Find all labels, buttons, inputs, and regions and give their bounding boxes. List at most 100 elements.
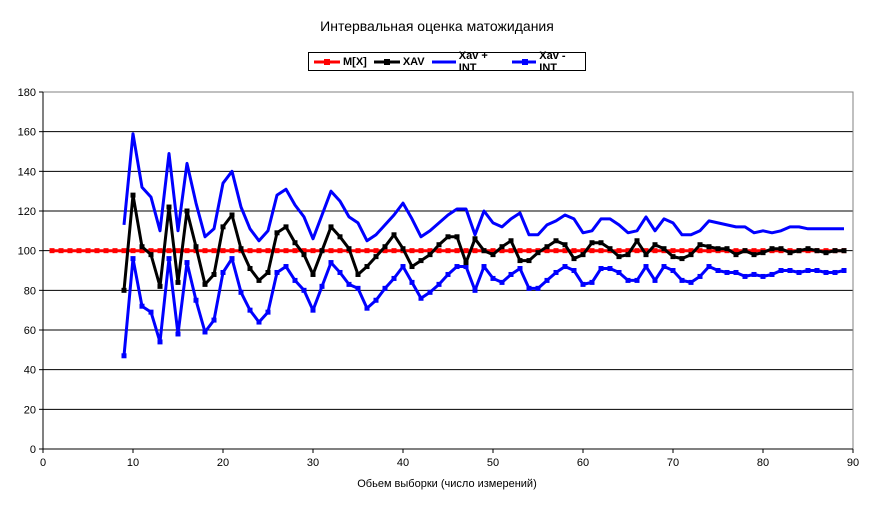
point-xav-int-80 xyxy=(760,273,766,279)
point-m-x-72 xyxy=(688,248,694,254)
legend-item-xav: XAV xyxy=(373,56,425,68)
point-xav-int-14 xyxy=(166,256,172,262)
point-xav-25 xyxy=(265,269,271,275)
point-m-x-5 xyxy=(85,248,91,254)
point-m-x-42 xyxy=(418,248,424,254)
point-xav-int-57 xyxy=(553,269,559,275)
x-tick-label-30: 30 xyxy=(307,457,319,469)
point-m-x-15 xyxy=(175,248,181,254)
point-xav-17 xyxy=(193,244,199,250)
point-xav-int-36 xyxy=(364,305,370,311)
legend-swatch-mx xyxy=(314,58,340,65)
point-xav-86 xyxy=(814,248,820,254)
point-xav-int-77 xyxy=(733,269,739,275)
point-xav-43 xyxy=(427,252,433,258)
point-xav-22 xyxy=(238,246,244,252)
point-xav-int-26 xyxy=(274,269,280,275)
point-xav-88 xyxy=(832,248,838,254)
point-xav-int-12 xyxy=(148,309,154,315)
point-xav-int-13 xyxy=(157,339,163,345)
point-xav-int-70 xyxy=(670,268,676,273)
point-xav-63 xyxy=(607,246,613,252)
point-m-x-50 xyxy=(490,248,496,254)
point-xav-int-71 xyxy=(679,277,685,283)
point-m-x-53 xyxy=(517,248,523,254)
point-xav-int-59 xyxy=(571,268,577,273)
point-xav-int-51 xyxy=(499,279,505,285)
point-m-x-9 xyxy=(121,248,127,254)
point-xav-int-79 xyxy=(751,271,757,277)
point-m-x-24 xyxy=(256,248,262,254)
point-m-x-61 xyxy=(589,248,595,254)
point-xav-13 xyxy=(157,283,163,289)
point-m-x-79 xyxy=(751,248,757,254)
point-xav-int-43 xyxy=(427,289,433,295)
point-xav-36 xyxy=(364,264,370,270)
point-m-x-45 xyxy=(445,248,451,254)
point-xav-84 xyxy=(796,248,802,254)
point-xav-65 xyxy=(625,252,631,258)
point-m-x-2 xyxy=(58,248,64,254)
point-m-x-71 xyxy=(679,248,685,254)
point-xav-int-89 xyxy=(841,268,847,273)
chart-title: Интервальная оценка матожидания xyxy=(320,18,554,34)
point-xav-74 xyxy=(706,244,712,250)
point-xav-82 xyxy=(778,246,784,252)
point-xav-77 xyxy=(733,252,739,258)
point-xav-46 xyxy=(454,234,460,240)
point-m-x-64 xyxy=(616,248,622,254)
point-xav-23 xyxy=(247,266,253,272)
point-xav-int-61 xyxy=(589,279,595,285)
point-xav-19 xyxy=(211,271,217,277)
point-xav-int-83 xyxy=(787,268,793,273)
point-m-x-32 xyxy=(328,248,334,254)
point-m-x-44 xyxy=(436,248,442,254)
point-xav-int-54 xyxy=(526,285,532,291)
point-m-x-67 xyxy=(643,248,649,254)
point-m-x-48 xyxy=(472,248,478,254)
point-xav-int-81 xyxy=(769,271,775,277)
point-xav-85 xyxy=(805,246,811,252)
point-xav-27 xyxy=(283,224,289,230)
point-m-x-7 xyxy=(103,248,109,254)
point-xav-31 xyxy=(319,248,325,254)
point-xav-int-17 xyxy=(193,297,199,303)
point-xav-71 xyxy=(679,256,685,262)
x-tick-label-40: 40 xyxy=(397,457,409,469)
point-xav-int-50 xyxy=(490,275,496,281)
y-tick-label-100: 100 xyxy=(18,246,36,258)
point-xav-49 xyxy=(481,248,487,254)
point-xav-int-33 xyxy=(337,269,343,275)
point-xav-int-65 xyxy=(625,277,631,283)
y-tick-label-160: 160 xyxy=(18,127,36,139)
series-line-xav xyxy=(122,193,844,291)
legend-label-xav-minus-int: Xav - INT xyxy=(539,49,566,74)
x-tick-label-0: 0 xyxy=(40,457,46,469)
point-xav-int-67 xyxy=(643,264,649,270)
point-m-x-19 xyxy=(211,248,217,254)
legend-swatch-xav-minus-int xyxy=(512,58,537,65)
point-xav-int-68 xyxy=(652,277,658,283)
point-xav-34 xyxy=(346,246,352,252)
point-xav-76 xyxy=(724,246,730,252)
point-xav-35 xyxy=(355,271,361,277)
point-xav-int-29 xyxy=(301,287,307,293)
point-xav-14 xyxy=(166,204,172,210)
y-tick-label-120: 120 xyxy=(18,206,36,218)
plot-frame xyxy=(42,91,854,450)
point-m-x-56 xyxy=(544,248,550,254)
point-xav-int-88 xyxy=(832,269,838,275)
x-tick-label-50: 50 xyxy=(487,457,499,469)
legend-item-xav-minus-int: Xav - INT xyxy=(512,50,583,74)
point-xav-53 xyxy=(517,258,523,264)
point-xav-54 xyxy=(526,258,532,264)
point-xav-int-41 xyxy=(409,279,415,285)
point-xav-int-30 xyxy=(310,307,316,313)
point-m-x-62 xyxy=(598,248,604,254)
point-xav-int-37 xyxy=(373,297,379,303)
point-xav-32 xyxy=(328,224,334,230)
point-xav-int-78 xyxy=(742,273,748,279)
y-tick-label-60: 60 xyxy=(24,325,36,337)
point-xav-50 xyxy=(490,252,496,258)
point-xav-20 xyxy=(220,224,226,230)
